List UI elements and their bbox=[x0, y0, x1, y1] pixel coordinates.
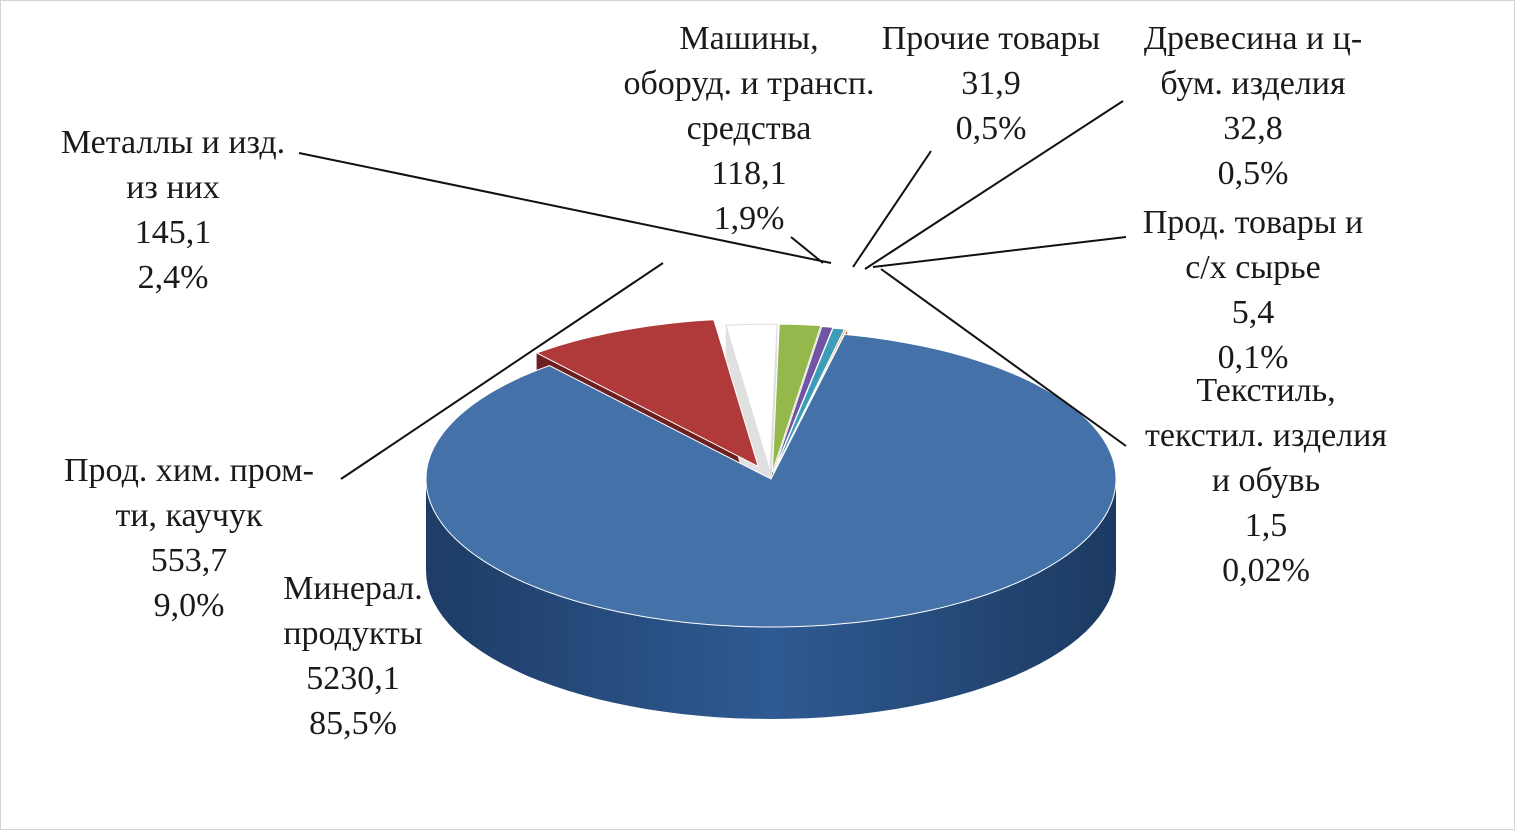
slice-label-6-lines-0: Прод. товары и bbox=[1143, 204, 1364, 241]
slice-label-7-lines-0: Текстиль, bbox=[1196, 372, 1335, 409]
slice-label-2-lines-1: из них bbox=[126, 169, 220, 206]
slice-label-5-percent_label: 0,5% bbox=[1218, 155, 1289, 192]
slice-label-6-lines-1: с/х сырье bbox=[1185, 249, 1321, 286]
pie-slice-1 bbox=[535, 319, 760, 468]
leader-line-2 bbox=[298, 152, 832, 264]
leader-line-4 bbox=[852, 150, 932, 268]
leader-line-6 bbox=[872, 236, 1127, 268]
slice-label-1-lines-1: ти, каучук bbox=[115, 497, 263, 534]
slice-label-3-lines-0: Машины, bbox=[679, 20, 818, 57]
slice-label-4-value_label: 31,9 bbox=[961, 65, 1021, 102]
slice-label-1-percent_label: 9,0% bbox=[154, 587, 225, 624]
slice-label-3-lines-2: средства bbox=[687, 110, 812, 147]
slice-label-1-value_label: 553,7 bbox=[151, 542, 228, 579]
slice-label-1-lines-0: Прод. хим. пром- bbox=[64, 452, 314, 489]
leader-line-1 bbox=[340, 262, 664, 480]
slice-label-3-percent_label: 1,9% bbox=[714, 200, 785, 237]
slice-label-6-percent_label: 0,1% bbox=[1218, 339, 1289, 376]
slice-label-7-lines-1: текстил. изделия bbox=[1145, 417, 1387, 454]
slice-label-7-lines-2: и обувь bbox=[1212, 462, 1320, 499]
slice-label-5-lines-1: бум. изделия bbox=[1160, 65, 1346, 102]
slice-label-5-value_label: 32,8 bbox=[1223, 110, 1283, 147]
pie-slice-3 bbox=[771, 323, 822, 473]
slice-label-0-value_label: 5230,1 bbox=[306, 660, 400, 697]
slice-label-0-percent_label: 85,5% bbox=[309, 705, 397, 742]
slice-label-5-lines-0: Древесина и ц- bbox=[1144, 20, 1362, 57]
slice-label-6-value_label: 5,4 bbox=[1232, 294, 1275, 331]
slice-label-4-percent_label: 0,5% bbox=[956, 110, 1027, 147]
slice-label-7-value_label: 1,5 bbox=[1245, 507, 1288, 544]
slice-label-2-value_label: 145,1 bbox=[135, 214, 212, 251]
side-slice-0 bbox=[426, 479, 1116, 719]
slice-label-0-lines-1: продукты bbox=[283, 615, 422, 652]
slice-label-2-percent_label: 2,4% bbox=[138, 259, 209, 296]
slice-label-7-percent_label: 0,02% bbox=[1222, 552, 1310, 589]
slice-label-4-lines-0: Прочие товары bbox=[882, 20, 1101, 57]
pie-slice-2 bbox=[725, 323, 778, 473]
leader-line-7 bbox=[880, 268, 1127, 447]
slice-label-0-lines-0: Минерал. bbox=[283, 570, 423, 607]
slice-label-3-lines-1: оборуд. и трансп. bbox=[623, 65, 874, 102]
slice-label-2-lines-0: Металлы и изд. bbox=[61, 124, 285, 161]
slice-label-3-value_label: 118,1 bbox=[711, 155, 786, 192]
leader-line-3 bbox=[790, 236, 824, 264]
leader-line-5 bbox=[864, 100, 1124, 270]
